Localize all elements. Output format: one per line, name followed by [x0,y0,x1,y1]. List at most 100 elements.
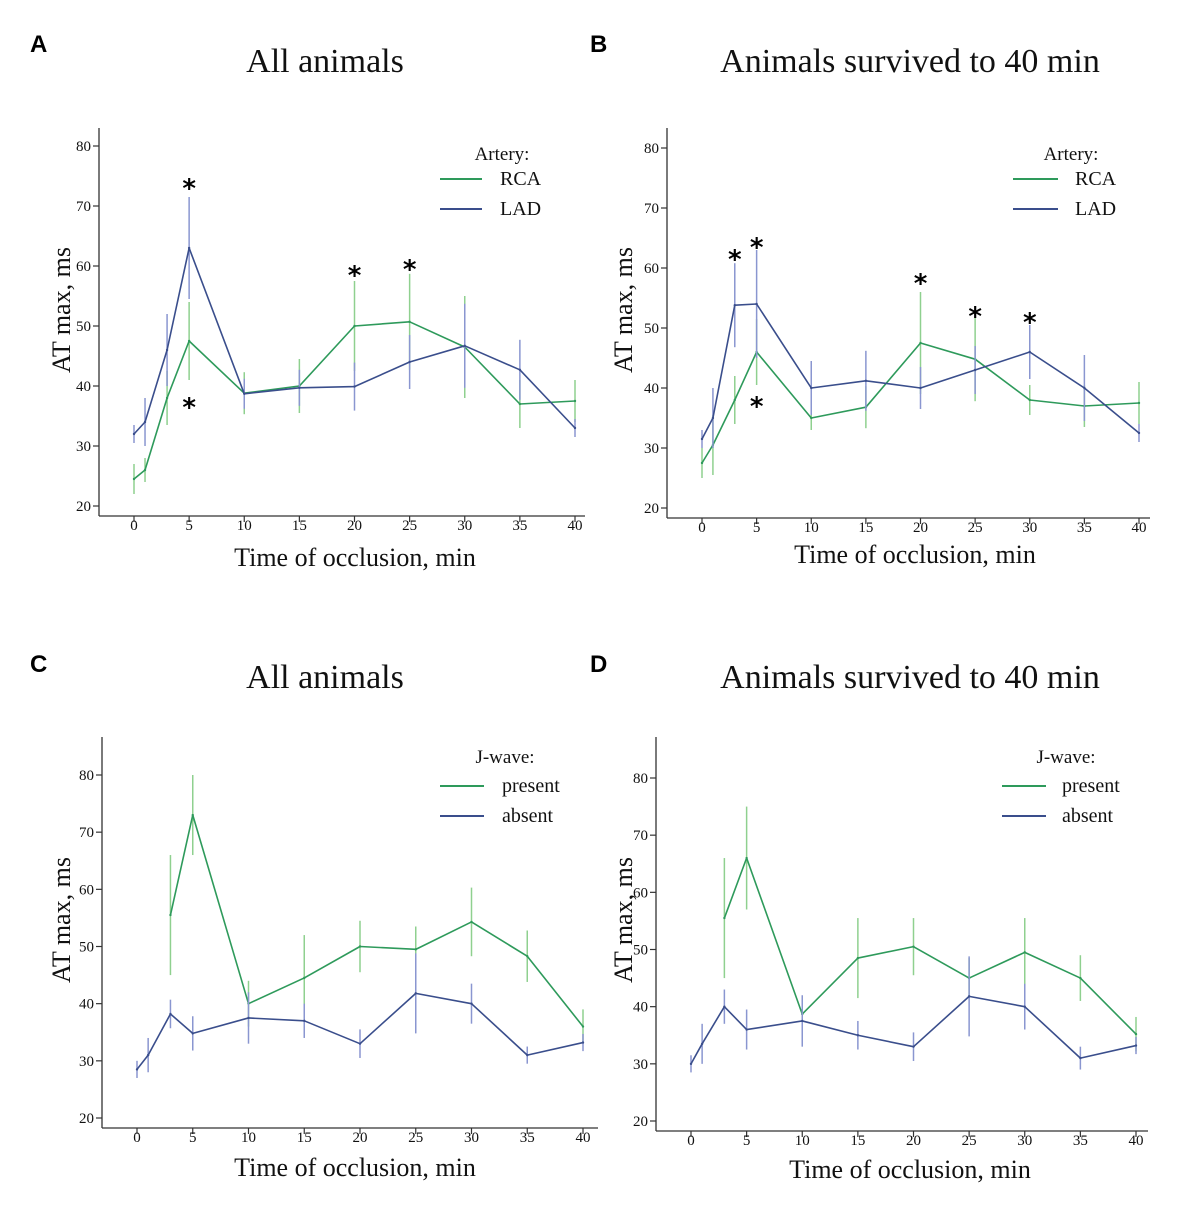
data-point [518,402,522,406]
x-tick-label: 25 [402,518,417,534]
x-tick-label: 5 [743,1133,751,1149]
data-point [856,956,860,960]
legend-title: Artery: [1044,144,1099,165]
y-tick-label: 40 [76,379,91,395]
significance-star: * [968,302,982,332]
x-tick-label: 20 [906,1133,921,1149]
data-point [573,399,577,403]
data-point [755,302,758,306]
data-point [146,1053,150,1057]
x-tick-label: 10 [804,520,819,536]
y-tick-label: 70 [633,828,648,844]
y-tick-label: 70 [644,201,659,217]
data-point [573,426,577,430]
data-point [711,416,715,420]
x-tick-label: 0 [698,520,706,536]
significance-star: * [182,393,196,423]
x-tick-label: 5 [753,520,761,536]
data-point [298,386,301,389]
data-point [518,368,522,371]
data-point [689,1062,693,1066]
legend: Artery: RCA LAD [1013,144,1117,220]
panel-letter: D [590,651,607,678]
data-point [581,1025,585,1028]
y-axis-title: AT max, ms [609,857,638,983]
data-point [733,398,736,402]
y-tick-label: 70 [79,825,94,841]
significance-star: * [750,392,764,422]
legend-title: J-wave: [475,747,534,768]
legend-label: LAD [1075,198,1116,220]
x-tick-label: 40 [576,1130,591,1146]
legend-label: absent [1062,805,1114,827]
series-lad [700,250,1141,448]
data-point [700,461,704,465]
data-point [733,304,736,307]
chart-panel-a: A All animals 20 30 40 50 60 70 80 0 5 10 15 20 25 30 35… [30,31,585,572]
x-tick-label: 30 [464,1130,479,1146]
legend: J-wave: present absent [440,747,560,827]
data-point [1083,386,1086,390]
data-point [243,392,246,395]
legend-label: absent [502,805,554,827]
data-point [408,320,411,323]
series-absent [135,953,585,1078]
significance-star: * [750,233,764,263]
data-point [169,913,172,917]
data-point [470,920,473,924]
series-absent [689,956,1138,1073]
panel-title: Animals survived to 40 min [720,659,1100,696]
data-point [358,1042,362,1045]
data-point [132,432,136,436]
chart-panel-d: D Animals survived to 40 min2030405060708… [590,651,1148,1184]
panel-letter: C [30,651,47,678]
y-tick-label: 60 [644,261,659,277]
data-point [973,368,977,372]
data-point [414,992,417,995]
data-point [132,477,136,481]
y-axis-title: AT max, ms [609,247,638,373]
data-point [801,1019,804,1023]
x-tick-label: 40 [1129,1133,1144,1149]
data-point [303,1019,306,1023]
data-point [1079,976,1082,980]
data-point [1137,431,1141,435]
y-tick-label: 30 [633,1057,648,1073]
significance-star: * [914,269,928,299]
y-tick-label: 80 [633,771,648,787]
x-tick-label: 30 [1022,520,1037,536]
panel-letter: A [30,31,47,58]
data-point [143,420,147,424]
x-tick-label: 20 [913,520,928,536]
y-tick-label: 30 [76,439,91,455]
data-point [247,1016,250,1020]
y-axis-title: AT max, ms [47,857,76,983]
x-tick-label: 15 [297,1130,312,1146]
data-point [745,1028,748,1031]
x-tick-label: 40 [1132,520,1147,536]
data-point [810,416,813,420]
x-tick-label: 10 [241,1130,256,1146]
data-point [700,437,704,441]
y-tick-label: 60 [76,259,91,275]
data-point [353,324,356,328]
y-tick-label: 80 [76,139,91,155]
panel-title: Animals survived to 40 min [720,43,1100,80]
x-tick-label: 30 [457,518,472,534]
y-tick-label: 20 [633,1114,648,1130]
data-point [864,379,868,382]
legend-label: RCA [500,168,542,190]
y-tick-label: 70 [76,199,91,215]
x-tick-label: 15 [292,518,307,534]
data-point [187,246,191,250]
y-tick-label: 50 [79,940,94,956]
data-point [967,995,971,998]
data-point [723,1005,726,1008]
y-tick-label: 50 [644,321,659,337]
data-point [1079,1056,1082,1060]
y-tick-label: 80 [644,141,659,157]
x-tick-label: 35 [1073,1133,1088,1149]
data-point [1023,1005,1026,1008]
panel-title: All animals [246,659,404,696]
